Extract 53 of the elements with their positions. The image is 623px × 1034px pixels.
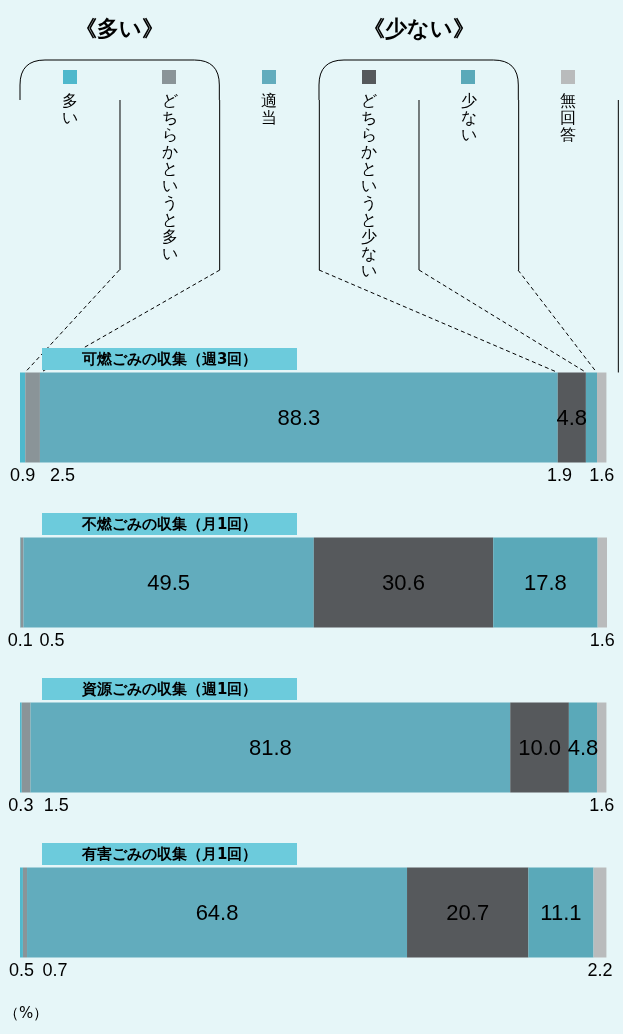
bar bbox=[313, 537, 494, 628]
legend-label: 多い bbox=[61, 91, 79, 129]
data-label: 1.9 bbox=[546, 464, 572, 485]
bar bbox=[22, 867, 28, 958]
bar bbox=[493, 537, 598, 628]
bar bbox=[510, 702, 569, 793]
y-tick-label: 資源ごみの収集（週1回） bbox=[82, 678, 258, 700]
bar bbox=[528, 867, 594, 958]
text: 《多い》 bbox=[74, 15, 166, 43]
data-label: 64.8 bbox=[195, 900, 239, 925]
bar bbox=[39, 372, 558, 463]
data-label: 10.0 bbox=[518, 735, 561, 760]
data-label: 1.6 bbox=[589, 464, 615, 485]
legend-label: 無回答 bbox=[559, 91, 578, 146]
data-label: 2.5 bbox=[50, 464, 76, 485]
data-label: 11.1 bbox=[540, 900, 582, 925]
data-label: 30.6 bbox=[382, 570, 425, 595]
data-label: 0.3 bbox=[8, 794, 34, 815]
bar bbox=[597, 537, 607, 628]
data-label: 1.6 bbox=[589, 794, 615, 815]
data-label: 4.8 bbox=[567, 735, 599, 760]
data-label: 1.5 bbox=[43, 794, 69, 815]
data-label: 81.8 bbox=[248, 735, 292, 760]
bar bbox=[407, 867, 529, 958]
data-label: 0.5 bbox=[39, 629, 65, 650]
bar bbox=[21, 702, 31, 793]
y-tick-label: 有害ごみの収集（月1回） bbox=[82, 843, 258, 865]
data-label: 0.7 bbox=[42, 959, 68, 980]
legend-label: 少ない bbox=[459, 91, 478, 146]
legend-label: 適当 bbox=[260, 91, 279, 129]
bar bbox=[585, 372, 598, 463]
y-tick-label: 可燃ごみの収集（週3回） bbox=[82, 348, 258, 370]
y-tick-label: 不燃ごみの収集（月1回） bbox=[82, 513, 258, 535]
bar bbox=[25, 372, 40, 463]
bar bbox=[597, 702, 607, 793]
bar bbox=[568, 702, 598, 793]
data-label: 1.6 bbox=[589, 629, 615, 650]
data-label: 0.9 bbox=[10, 464, 36, 485]
bar bbox=[597, 372, 607, 463]
data-label: 20.7 bbox=[446, 900, 490, 925]
data-label: 17.8 bbox=[524, 570, 567, 595]
data-label: 88.3 bbox=[277, 405, 321, 430]
bar bbox=[20, 867, 23, 958]
bar bbox=[593, 867, 607, 958]
bar bbox=[20, 372, 26, 463]
text: どちらかというと少ない bbox=[361, 91, 377, 280]
data-label: 0.1 bbox=[7, 629, 33, 650]
text: どちらかというと多い bbox=[161, 91, 178, 263]
annotation: （%） bbox=[4, 1004, 49, 1023]
text: 《少ない》 bbox=[361, 15, 476, 43]
data-label: 0.5 bbox=[8, 959, 34, 980]
data-label: 2.2 bbox=[587, 959, 613, 980]
data-label: 49.5 bbox=[147, 570, 191, 595]
